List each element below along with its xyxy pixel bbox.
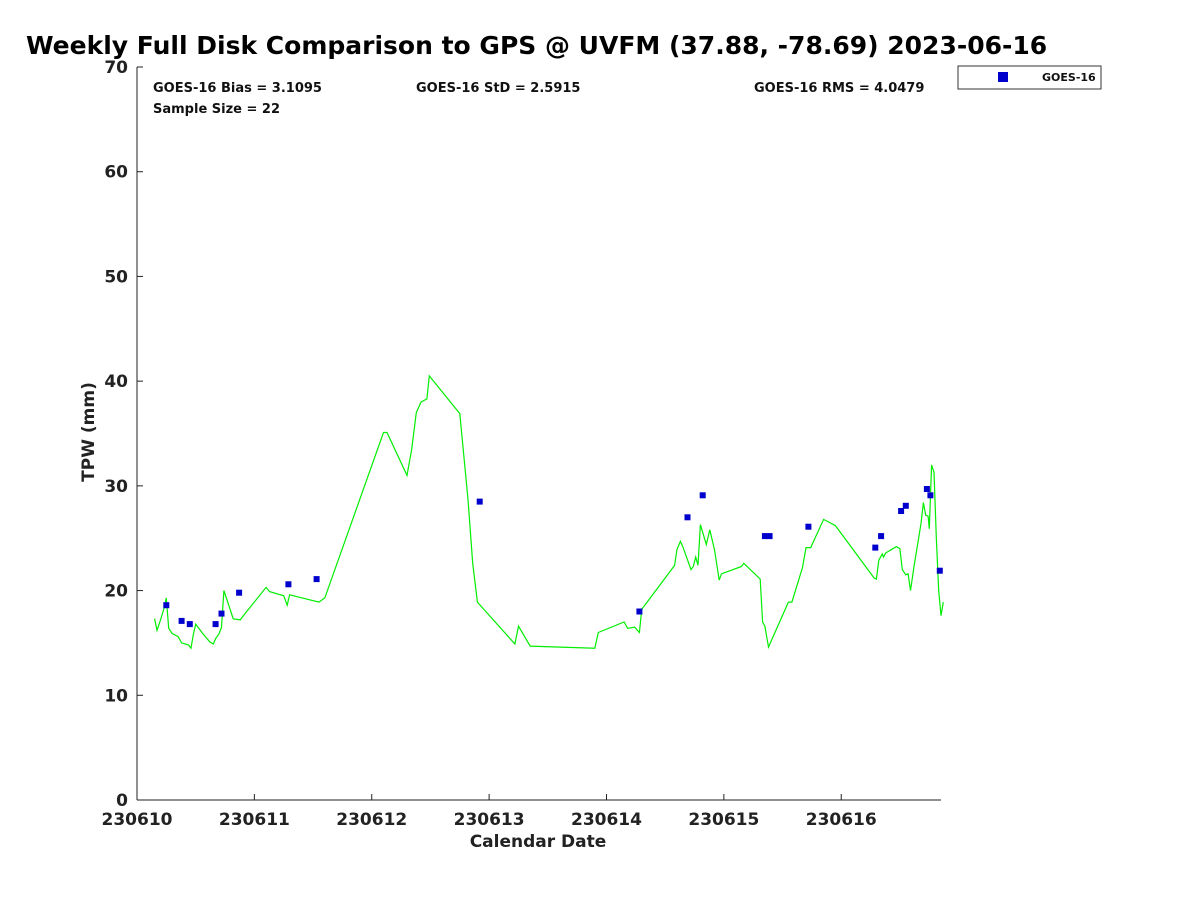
- goes-16-point: [923, 486, 930, 492]
- goes-16-point: [902, 502, 909, 509]
- goes-16-point: [285, 581, 292, 588]
- goes-16-point: [163, 602, 170, 609]
- x-axis-label: Calendar Date: [470, 832, 607, 852]
- y-tick-label: 70: [104, 58, 128, 78]
- goes-16-point: [186, 621, 193, 628]
- chart-title: Weekly Full Disk Comparison to GPS @ UVF…: [26, 31, 1047, 60]
- goes-16-point: [766, 533, 773, 540]
- stat-sample-size: Sample Size = 22: [153, 102, 280, 117]
- goes-16-point: [878, 533, 885, 540]
- x-tick-label: 230615: [688, 810, 759, 830]
- legend-marker-goes-16: [998, 72, 1008, 82]
- goes-16-point: [872, 544, 879, 551]
- goes-16-point: [178, 617, 185, 624]
- y-tick-label: 10: [104, 686, 128, 706]
- gps-tpw-line: [154, 374, 944, 650]
- stat-rms: GOES-16 RMS = 4.0479: [754, 81, 924, 96]
- goes-16-point: [898, 508, 905, 514]
- y-tick-label: 60: [104, 163, 128, 183]
- y-tick-label: 0: [116, 791, 128, 811]
- x-tick-label: 230616: [806, 810, 877, 830]
- goes-16-point: [936, 567, 943, 574]
- goes-16-scatter-series: [163, 486, 943, 628]
- y-tick-label: 30: [104, 477, 128, 497]
- y-tick-label: 20: [104, 582, 128, 602]
- goes-16-point: [476, 498, 483, 505]
- goes-16-point: [313, 576, 320, 583]
- legend-box: [957, 65, 1102, 90]
- gps-line-series: [154, 374, 944, 650]
- legend: GOES-16: [957, 65, 1102, 90]
- y-axis-label: TPW (mm): [79, 382, 99, 482]
- stat-bias: GOES-16 Bias = 3.1095: [153, 81, 322, 96]
- legend-label-goes-16: GOES-16: [1042, 71, 1096, 84]
- goes-16-point: [218, 610, 225, 617]
- y-tick-label: 40: [104, 372, 128, 392]
- goes-16-point: [699, 492, 706, 499]
- goes-16-point: [684, 514, 691, 521]
- goes-16-point: [212, 621, 219, 628]
- x-tick-label: 230611: [219, 810, 290, 830]
- x-tick-label: 230614: [571, 810, 642, 830]
- x-tick-label: 230610: [102, 810, 173, 830]
- stat-std: GOES-16 StD = 2.5915: [416, 81, 580, 96]
- goes-16-point: [636, 608, 643, 615]
- plot-axes: 0 10 20 30 40 50 60 70 230610 230611 230612 230613 2…: [102, 58, 941, 830]
- y-tick-label: 50: [104, 267, 128, 287]
- x-tick-label: 230612: [336, 810, 407, 830]
- goes-16-point: [761, 533, 768, 540]
- goes-16-point: [927, 492, 934, 499]
- goes-16-point: [805, 523, 812, 530]
- x-tick-label: 230613: [454, 810, 525, 830]
- goes-16-point: [236, 589, 243, 596]
